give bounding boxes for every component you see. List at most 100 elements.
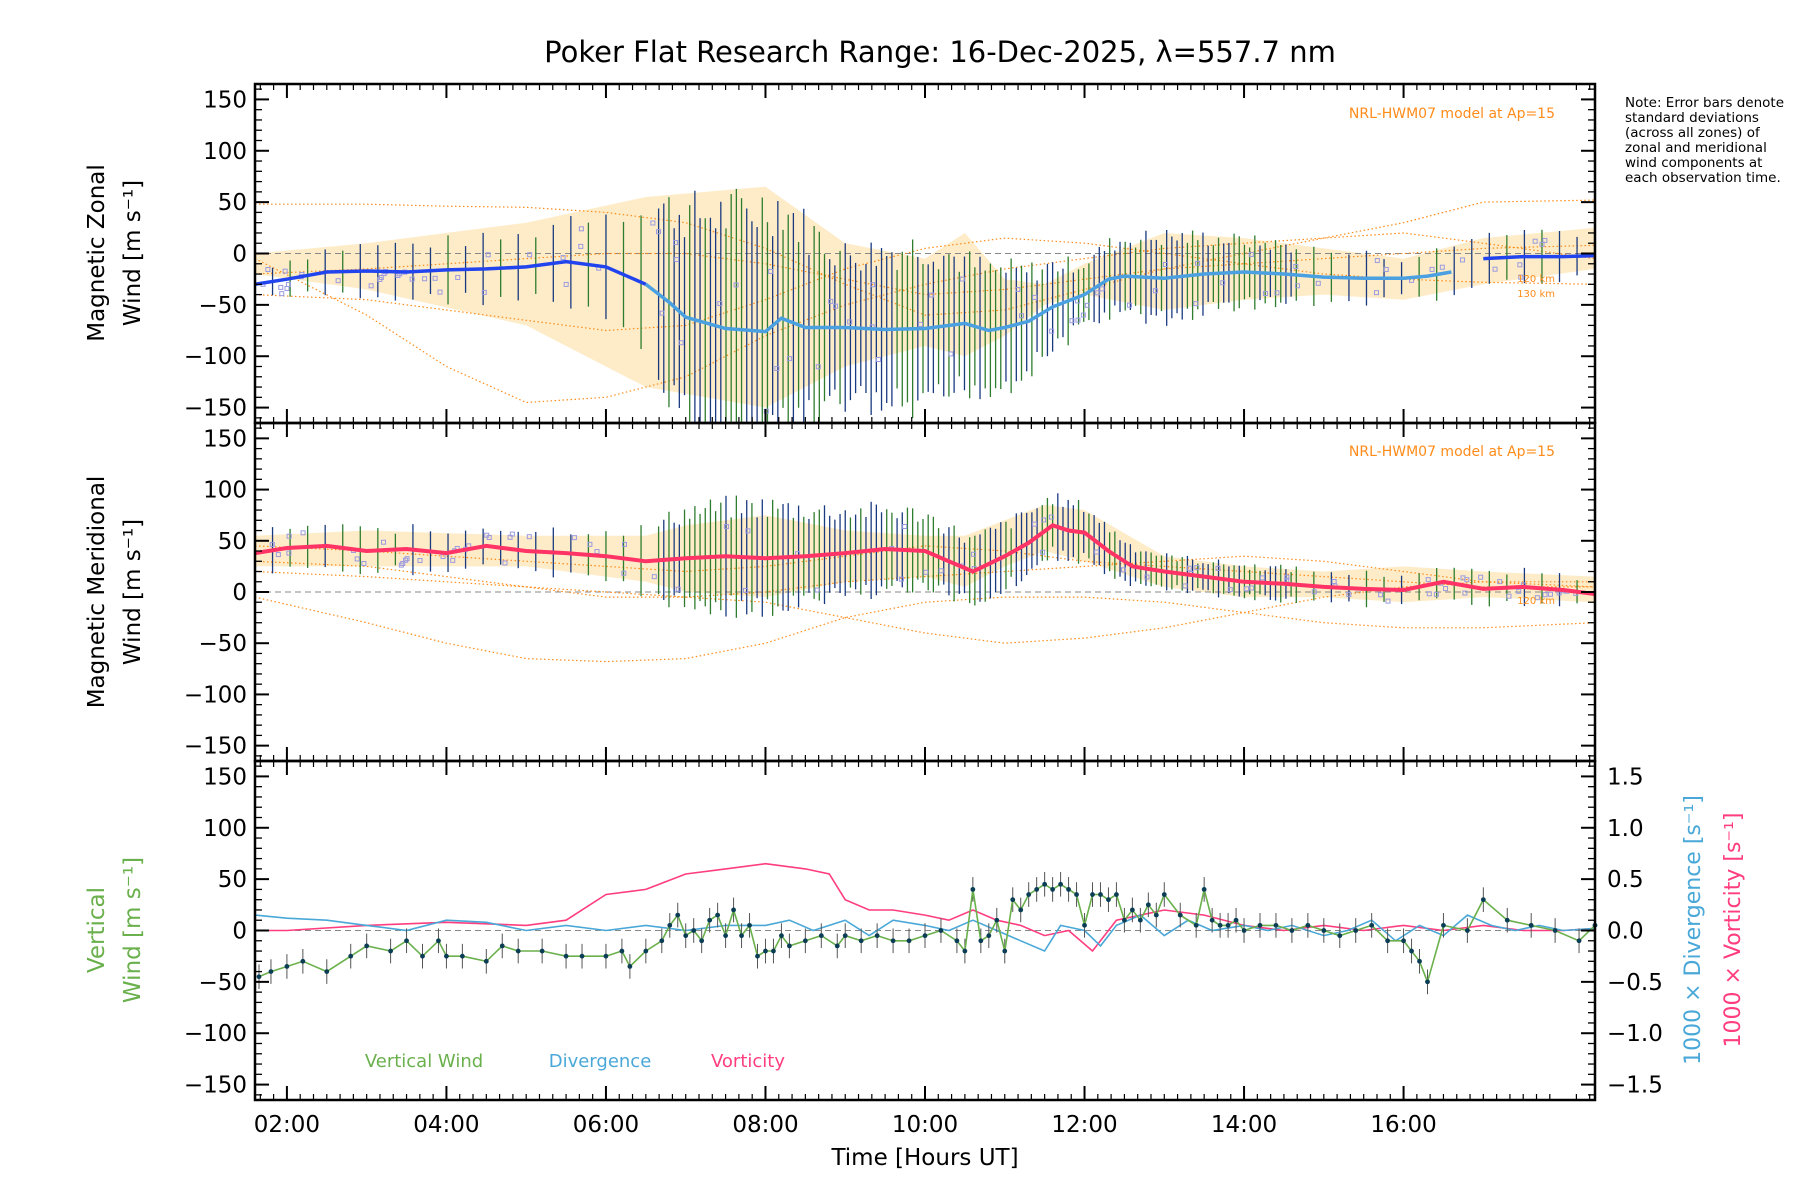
vertical-wind-point [1050,887,1056,892]
zone-sample-point [774,365,780,371]
zone-sample-point [1274,290,1280,296]
vertical-wind-point [1273,922,1279,928]
vertical-wind-point [699,938,705,944]
zone-sample-point [378,275,384,281]
zone-sample-point [918,321,924,327]
vertical-wind-point [1145,902,1151,908]
meridional-data-layer [255,493,1595,663]
zone-sample-point [1460,257,1466,263]
vertical-wind-point [978,938,984,944]
vertical-wind-point [404,938,409,944]
meridional-ylabel-line1: Magnetic Meridional [84,476,110,709]
zone-sample-point [481,289,487,295]
zone-sample-point [1041,517,1047,523]
vertical-wind-point [324,969,330,974]
zone-sample-point [526,534,532,540]
vertical-wind-point [874,933,880,939]
zone-sample-point [621,570,627,576]
zone-sample-point [723,524,729,530]
meridional-ylabel-line2: Wind [m s⁻¹] [120,519,146,665]
zone-sample-point [1227,587,1233,593]
zone-sample-point [1492,266,1498,272]
vertical-wind-point [1289,928,1295,933]
zone-sample-point [1193,301,1199,307]
vertical-wind-point [970,887,976,892]
zone-sample-point [1429,266,1435,272]
zone-sample-point [1443,586,1449,592]
zone-sample-point [1532,238,1538,244]
zone-sample-point [717,301,723,307]
vertical-wind-point [1129,907,1135,913]
zone-sample-point [1075,317,1081,323]
vertical-wind-point [459,953,465,959]
zone-sample-point [527,252,533,258]
zone-sample-point [1346,591,1352,597]
y2-tick-label: 1.5 [1607,764,1644,790]
zone-sample-point [622,541,628,547]
zone-sample-point [422,276,428,282]
zone-sample-point [656,229,662,235]
zone-sample-point [587,541,593,547]
zone-sample-point [923,569,929,575]
zone-sample-point [335,278,341,284]
zone-sample-point [959,276,965,282]
meridional-wind-panel: 150 100 50 0 −50 −100 −150 NRL-HWM07 model at … [84,421,1597,763]
zone-sample-point [678,340,684,346]
zone-sample-point [1433,591,1439,597]
vertical-wind-point [779,933,784,939]
vertical-data-layer [254,862,1598,995]
zone-sample-point [275,552,281,558]
zone-sample-point [417,558,423,564]
zone-sample-point [814,587,820,593]
zone-sample-point [1425,577,1431,583]
vertical-wind-point [1122,917,1127,923]
vertical-wind-point [1321,928,1327,933]
vertical-wind-point [962,948,968,954]
y2-tick-label: −1.5 [1607,1073,1663,1099]
vertical-wind-point [906,938,912,944]
y2-tick-label: −1.0 [1607,1021,1663,1047]
divergence-line [254,914,1596,953]
vertical-wind-point [579,953,585,959]
vertical-wind-point [1002,948,1008,954]
vertical-wind-point [515,948,521,954]
vertical-wind-point [1217,922,1223,928]
vertical-wind-point [755,953,760,959]
vertical-ylabel-line2: Wind [m s⁻¹] [120,857,146,1003]
y2-tick-label: 1.0 [1607,816,1644,842]
zone-sample-point [733,282,739,288]
vertical-wind-point [1201,887,1207,892]
vertical-ylabel: Vertical Wind [m s⁻¹] [84,857,146,1003]
y-tick-label: −150 [184,1073,247,1099]
zone-sample-point [1195,260,1201,266]
vertical-wind-point [723,933,728,939]
y-tick-label: −150 [184,734,247,760]
vertical-wind-point [627,964,633,969]
zone-sample-point [1373,290,1379,296]
vertical-wind-point [890,938,896,944]
zonal-mean-wind-line [255,259,647,287]
y-tick-label: −50 [198,970,247,996]
vertical-wind-point [603,953,609,959]
zone-sample-point [650,220,656,226]
zone-sample-point [450,557,456,563]
zone-sample-point [1383,266,1389,272]
vertical-wind-point [1090,892,1095,897]
zone-sample-point [578,226,584,232]
vertical-wind-point [1225,922,1231,928]
vertical-wind-point [986,933,992,939]
zone-sample-point [1126,302,1132,308]
zone-sample-point [354,556,360,562]
vertical-wind-point [1082,922,1087,928]
vertical-wind-point [1106,897,1111,903]
vertical-wind-point [444,953,449,959]
vertical-wind-point [256,974,262,980]
zone-sample-point [1121,567,1127,573]
zone-sample-point [286,550,292,556]
x-tick-label: 10:00 [892,1112,958,1138]
zone-sample-point [1516,588,1522,594]
vertical-wind-point [715,912,721,918]
zone-sample-point [1031,521,1037,527]
zone-sample-point [1385,598,1391,604]
